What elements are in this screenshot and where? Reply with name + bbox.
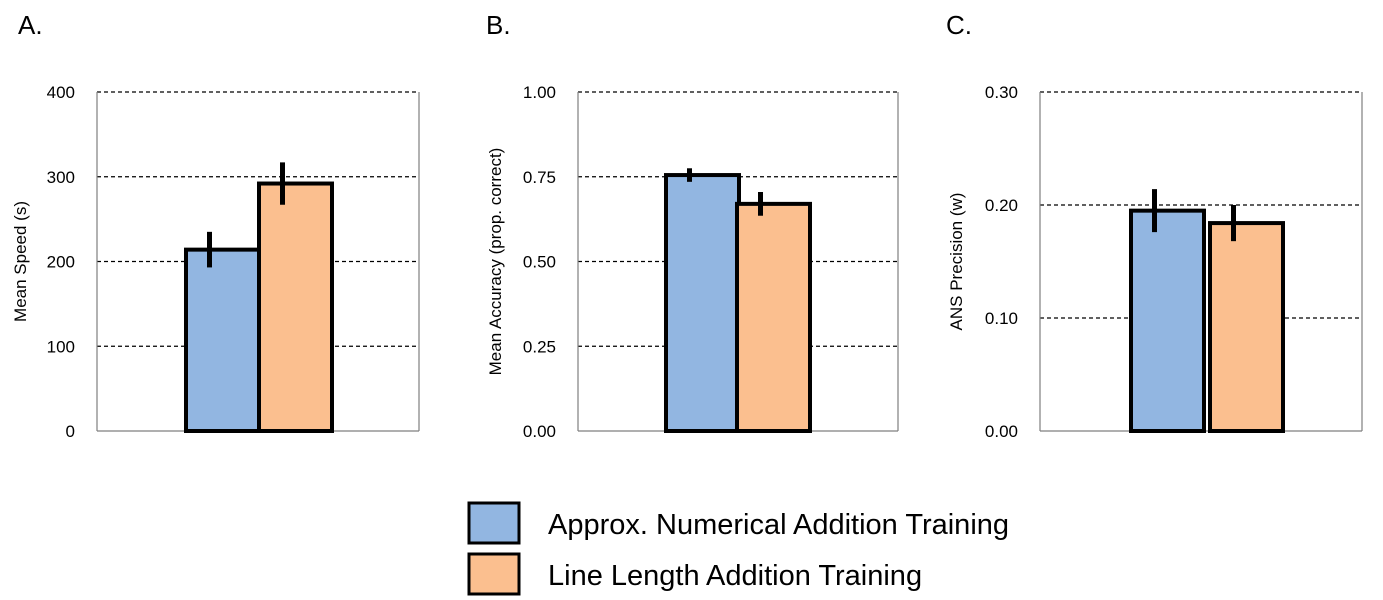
y-tick-label: 100	[47, 337, 75, 356]
bar-series-2	[735, 201, 812, 433]
chart-panel-2: B. 0.00 0.25 0.50 0.75 1.00 Mean Accuracy (pro…	[486, 10, 899, 441]
chart-panel-3: C. 0.00 0.10 0.20 0.30 ANS Precision (w)	[946, 10, 1363, 441]
y-axis-label: ANS Precision (w)	[947, 193, 966, 331]
y-tick-label: 0.30	[985, 83, 1018, 102]
panel-label: B.	[486, 10, 511, 40]
y-tick-label: 0.50	[523, 253, 556, 272]
y-tick-label: 0.00	[985, 422, 1018, 441]
legend-label-2: Line Length Addition Training	[548, 560, 922, 592]
bar-series-1	[664, 173, 741, 433]
legend-swatch-1	[467, 501, 521, 545]
y-tick-label: 1.00	[523, 83, 556, 102]
y-tick-label: 0.00	[523, 422, 556, 441]
y-tick-label: 300	[47, 168, 75, 187]
y-tick-label: 0.25	[523, 337, 556, 356]
y-axis-label: Mean Speed (s)	[11, 201, 30, 322]
panel-label: C.	[946, 10, 972, 40]
y-tick-label: 0	[66, 422, 75, 441]
panel-label: A.	[18, 10, 43, 40]
y-tick-label: 200	[47, 253, 75, 272]
legend-swatch-2	[467, 552, 521, 596]
y-tick-label: 0.75	[523, 168, 556, 187]
y-tick-label: 0.10	[985, 309, 1018, 328]
chart-panel-1: A. 0 100 200 300 400 Mean Speed (s)	[11, 10, 420, 441]
bar-series-2	[1208, 221, 1285, 433]
y-tick-label: 400	[47, 83, 75, 102]
legend-label-1: Approx. Numerical Addition Training	[548, 509, 1009, 541]
bar-series-1	[1129, 208, 1206, 433]
legend: Approx. Numerical Addition Training Line …	[467, 501, 1009, 596]
y-tick-label: 0.20	[985, 196, 1018, 215]
bar-series-2	[257, 181, 334, 433]
bar-series-1	[184, 247, 261, 433]
y-axis-label: Mean Accuracy (prop. correct)	[486, 148, 505, 376]
